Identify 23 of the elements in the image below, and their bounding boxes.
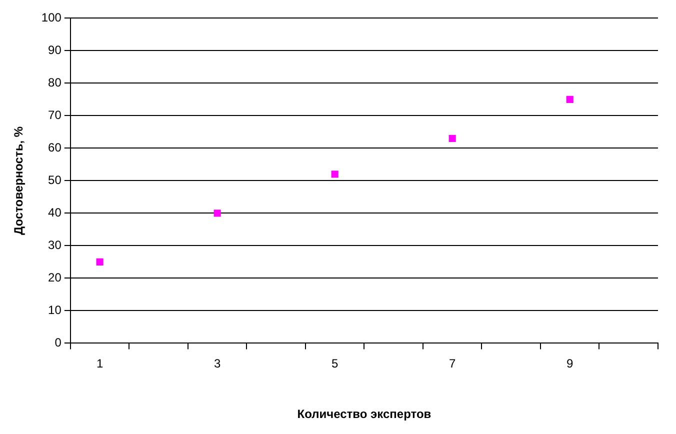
point [566, 96, 574, 103]
x-tick-label: 5 [331, 356, 338, 371]
point [214, 210, 221, 217]
y-tick-label: 10 [48, 303, 62, 318]
y-tick-label: 100 [41, 10, 62, 25]
y-tick-label: 30 [48, 238, 62, 252]
y-tick-label: 70 [48, 108, 62, 122]
y-tick-label: 60 [48, 140, 62, 155]
y-tick-label: 0 [54, 336, 62, 350]
y-tick-label: 90 [48, 43, 62, 58]
x-tick-label: 9 [566, 356, 574, 371]
x-tick-label: 7 [449, 356, 456, 371]
y-tick-label: 40 [48, 206, 62, 220]
point [96, 258, 104, 266]
y-axis-title: Достоверность, % [12, 126, 26, 235]
y-tick-label: 50 [48, 173, 62, 188]
x-axis-title: Количество экспертов [297, 407, 432, 422]
y-tick-label: 20 [48, 270, 62, 285]
x-tick-label: 3 [214, 356, 221, 371]
x-tick-label: 1 [96, 356, 104, 371]
y-tick-label: 80 [48, 76, 62, 90]
point [448, 134, 456, 142]
point [331, 170, 338, 178]
